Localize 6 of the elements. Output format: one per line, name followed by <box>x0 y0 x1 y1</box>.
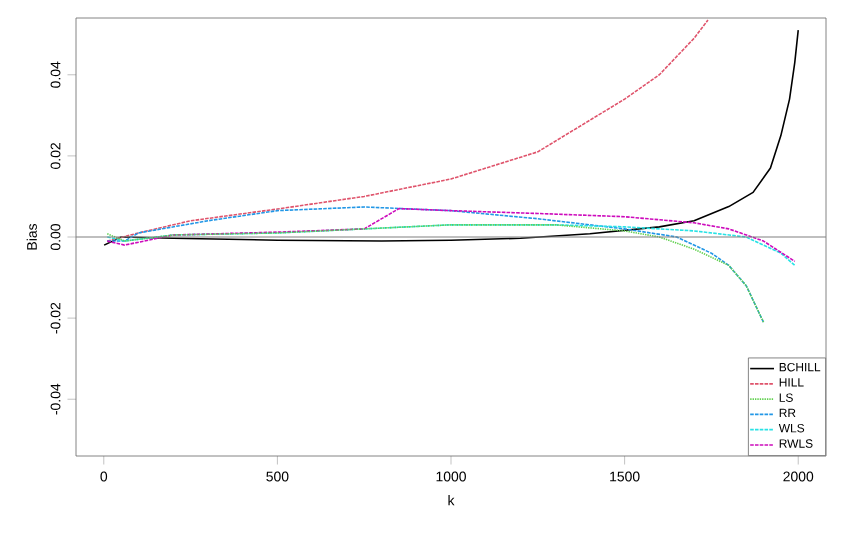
line-series <box>106 207 796 263</box>
line-series <box>106 224 796 267</box>
line-series <box>106 206 765 323</box>
line-series <box>106 19 709 242</box>
line-series <box>106 224 765 323</box>
line-series <box>103 29 800 246</box>
